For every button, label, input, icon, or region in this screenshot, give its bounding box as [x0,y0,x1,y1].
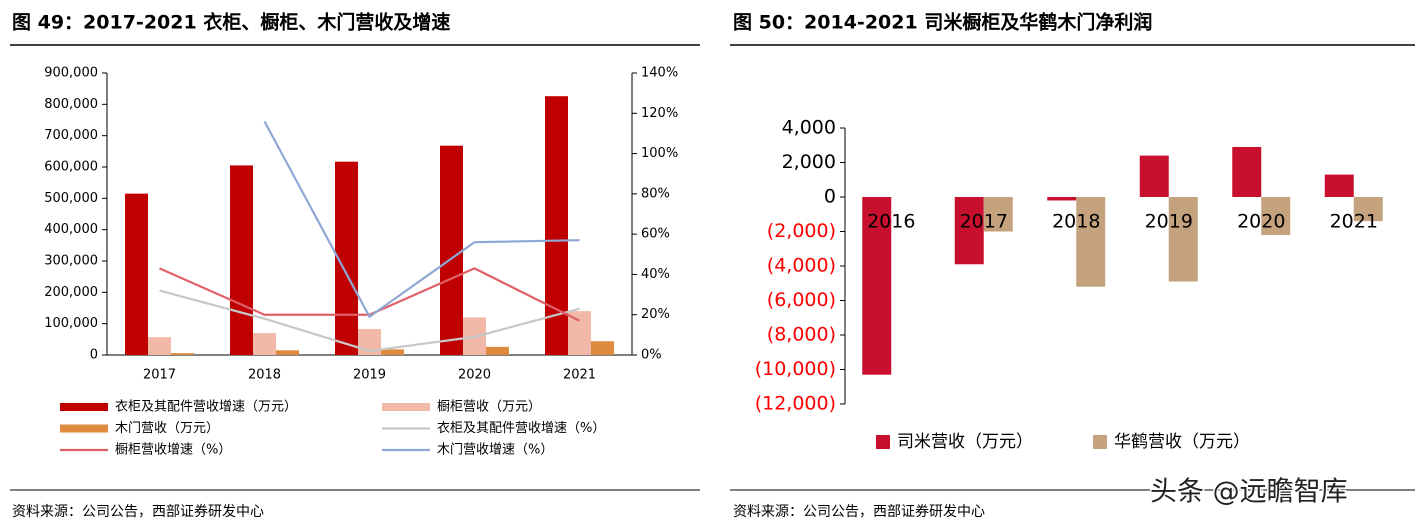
y-tick-label: 400,000 [44,222,98,237]
bar [486,346,509,355]
y2-tick-label: 60% [641,227,670,242]
y-tick-label: (6,000) [767,289,836,311]
legend-label: 衣柜及其配件营收增速（万元） [115,399,297,415]
y2-tick-label: 140% [641,66,678,81]
line [159,267,580,322]
bar [1076,197,1106,287]
legend-label: 木门营收增速（%） [437,443,553,458]
x-tick-label: 2020 [1237,211,1285,233]
y-tick-label: (10,000) [755,358,836,380]
y2-tick-label: 100% [641,146,678,161]
legend-swatch [1093,435,1107,449]
y-tick-label: (8,000) [767,324,836,346]
chart-title: 图 50：2014-2021 司米橱柜及华鹤木门净利润 [733,11,1152,34]
y-tick-label: 600,000 [44,160,98,175]
bar [1232,146,1262,197]
bar [1324,174,1354,197]
y-tick-label: (12,000) [755,393,836,415]
bar [335,161,358,355]
bar [545,96,568,355]
bar [230,165,253,355]
line [159,289,580,353]
legend-label: 橱柜营收增速（%） [115,443,231,458]
legend-label: 司米营收（万元） [897,432,1033,452]
bar [171,353,194,355]
y-tick-label: 2,000 [782,151,836,173]
legend-swatch [60,424,108,433]
y2-tick-label: 80% [641,186,670,201]
y-tick-label: 900,000 [44,66,98,81]
x-tick-label: 2021 [1330,211,1378,233]
y-tick-label: 4,000 [782,117,836,139]
line [263,120,580,319]
y-tick-label: 500,000 [44,191,98,206]
y2-tick-label: 40% [641,267,670,282]
bar [954,197,984,265]
x-tick-label: 2017 [143,368,176,383]
legend-swatch [876,435,890,449]
y-tick-label: 300,000 [44,254,98,269]
x-tick-label: 2018 [248,368,281,383]
x-tick-label: 2018 [1052,211,1100,233]
y-tick-label: (4,000) [767,255,836,277]
legend-label: 华鹤营收（万元） [1114,432,1250,452]
bar [1353,197,1383,222]
bar [125,193,148,355]
bar [591,341,614,355]
bar [253,333,276,355]
bar [276,350,299,355]
x-tick-label: 2019 [353,368,386,383]
y2-tick-label: 120% [641,106,678,121]
source: 资料来源：公司公告，西部证券研发中心 [12,504,264,520]
bar [1168,197,1198,282]
bar [1261,197,1291,235]
legend-label: 橱柜营收（万元） [437,400,541,415]
watermark: 头条 @远瞻智库 [1150,477,1348,508]
legend-swatch [382,403,430,411]
bar [148,337,171,355]
bar [983,197,1013,232]
bar [862,197,892,375]
legend-label: 衣柜及其配件营收增速（%） [437,420,605,436]
bar [440,145,463,355]
y-tick-label: 200,000 [44,285,98,300]
y-tick-label: 100,000 [44,316,98,331]
x-tick-label: 2020 [458,368,491,383]
y-tick-label: 0 [824,186,836,208]
y2-tick-label: 20% [641,307,670,322]
x-tick-label: 2019 [1145,211,1193,233]
y-tick-label: (2,000) [767,220,836,242]
legend-swatch [60,403,108,411]
chart-title: 图 49：2017-2021 衣柜、橱柜、木门营收及增速 [12,11,450,34]
x-tick-label: 2017 [960,211,1008,233]
bar [1139,155,1169,197]
source: 资料来源：公司公告，西部证券研发中心 [733,504,985,520]
y2-tick-label: 0% [641,348,662,363]
legend-label: 木门营收（万元） [115,421,219,436]
y-tick-label: 0 [90,348,98,363]
bar [381,349,404,355]
y-tick-label: 800,000 [44,97,98,112]
bar [568,311,591,355]
y-tick-label: 700,000 [44,128,98,143]
x-tick-label: 2021 [563,368,596,383]
x-tick-label: 2016 [867,211,915,233]
bar [1047,197,1077,201]
